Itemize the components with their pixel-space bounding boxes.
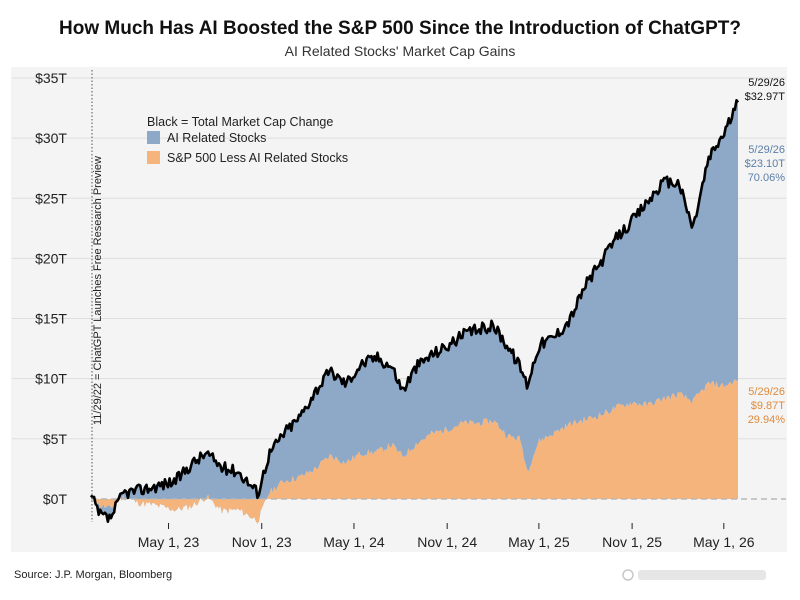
ai-area <box>91 100 738 524</box>
total-line <box>89 99 740 523</box>
end-label-ai-share: 70.06% <box>748 172 786 184</box>
y-axis: $0T $5T $10T $15T $20T $25T $30T $35T <box>35 70 67 507</box>
end-label-non-ai-share: 29.94% <box>748 414 786 426</box>
legend-label-non-ai: S&P 500 Less AI Related Stocks <box>167 151 348 165</box>
end-label-ai-date: 5/29/26 <box>748 144 785 156</box>
y-tick-label: $35T <box>35 70 67 86</box>
end-label-ai-value: $23.10T <box>745 158 786 170</box>
legend-swatch-ai <box>147 131 160 144</box>
area-series <box>91 100 738 524</box>
non-ai-area <box>91 379 738 524</box>
x-axis: May 1, 23 Nov 1, 23 May 1, 24 Nov 1, 24 May … <box>138 523 755 550</box>
x-tick-label: Nov 1, 23 <box>232 534 292 550</box>
y-tick-label: $10T <box>35 371 67 387</box>
y-tick-label: $5T <box>43 431 68 447</box>
y-tick-label: $20T <box>35 250 67 266</box>
end-label-total-date: 5/29/26 <box>748 77 785 89</box>
x-tick-label: May 1, 26 <box>693 534 755 550</box>
legend-label-ai: AI Related Stocks <box>167 131 266 145</box>
y-tick-label: $30T <box>35 130 67 146</box>
y-tick-label: $15T <box>35 311 67 327</box>
chatgpt-launch-label: 11/29/22 = ChatGPT Launches Free Researc… <box>92 156 104 425</box>
x-tick-label: May 1, 25 <box>508 534 570 550</box>
legend-heading: Black = Total Market Cap Change <box>147 115 333 129</box>
end-label-non-ai-value: $9.87T <box>751 400 786 412</box>
x-tick-label: May 1, 23 <box>138 534 200 550</box>
annotations: 11/29/22 = ChatGPT Launches Free Researc… <box>91 70 786 522</box>
legend: Black = Total Market Cap Change AI Relate… <box>147 115 348 165</box>
end-label-total-value: $32.97T <box>745 91 786 103</box>
chart-subtitle: AI Related Stocks' Market Cap Gains <box>284 43 516 59</box>
y-tick-label: $0T <box>43 491 68 507</box>
y-tick-label: $25T <box>35 190 67 206</box>
x-tick-label: Nov 1, 25 <box>602 534 662 550</box>
source-note: Source: J.P. Morgan, Bloomberg <box>14 569 173 581</box>
watermark-icon <box>622 569 766 581</box>
x-tick-label: Nov 1, 24 <box>417 534 477 550</box>
total-market-cap-line <box>89 99 740 523</box>
end-label-non-ai-date: 5/29/26 <box>748 386 785 398</box>
x-tick-label: May 1, 24 <box>323 534 385 550</box>
legend-swatch-non-ai <box>147 151 160 164</box>
chart-title: How Much Has AI Boosted the S&P 500 Sinc… <box>59 18 741 39</box>
